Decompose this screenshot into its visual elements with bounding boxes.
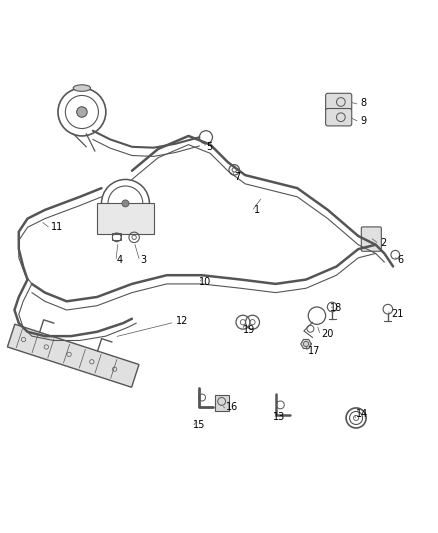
Text: 10: 10 [199, 277, 212, 287]
Text: 11: 11 [51, 222, 64, 232]
Text: 19: 19 [243, 325, 255, 335]
Text: 6: 6 [397, 255, 403, 265]
Bar [113, 233, 121, 239]
Text: 5: 5 [206, 142, 212, 152]
Text: 8: 8 [360, 98, 367, 108]
Circle shape [122, 200, 129, 207]
Text: 18: 18 [330, 303, 342, 313]
Text: 20: 20 [321, 329, 334, 339]
FancyBboxPatch shape [361, 227, 381, 251]
FancyBboxPatch shape [325, 109, 352, 126]
Text: 3: 3 [141, 255, 147, 265]
Text: 2: 2 [380, 238, 386, 247]
Ellipse shape [73, 85, 91, 91]
Text: 13: 13 [273, 411, 286, 422]
Text: 17: 17 [308, 346, 321, 357]
Circle shape [77, 107, 87, 117]
Text: 1: 1 [254, 205, 260, 215]
FancyBboxPatch shape [325, 93, 352, 111]
Text: 7: 7 [234, 172, 240, 182]
Bar [7, 324, 139, 387]
Bar [97, 204, 154, 234]
Polygon shape [301, 340, 311, 349]
Text: 12: 12 [176, 316, 188, 326]
Bar [215, 395, 229, 411]
Text: 9: 9 [360, 116, 367, 126]
Text: 15: 15 [193, 421, 205, 430]
Text: 4: 4 [117, 255, 123, 265]
Text: 21: 21 [391, 309, 403, 319]
Text: 14: 14 [356, 409, 368, 419]
Text: 16: 16 [226, 402, 238, 411]
